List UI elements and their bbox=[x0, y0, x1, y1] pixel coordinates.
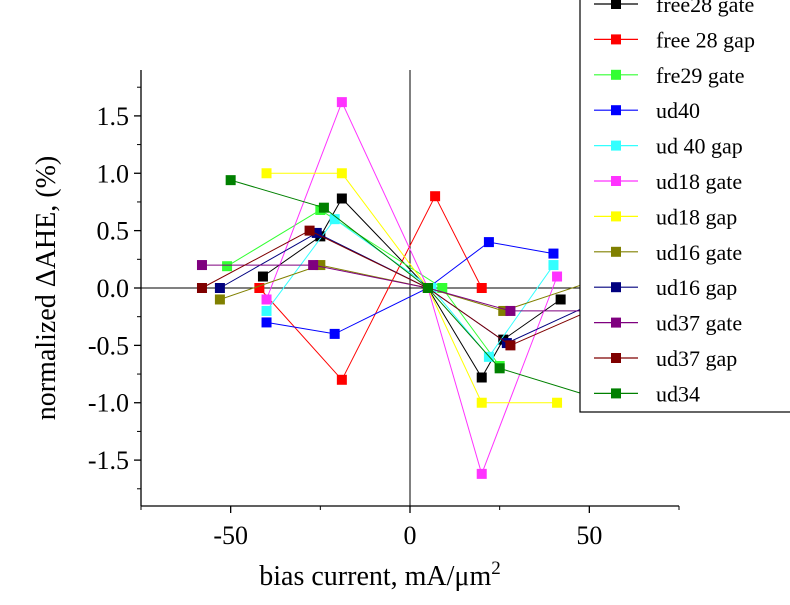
tick-labels: -1.5 -1.0 -0.5 0.0 0.5 1.0 1.5 -50 0 50 bbox=[88, 86, 680, 550]
data-point bbox=[505, 340, 516, 351]
x-axis-title: bias current, mA/μm2 bbox=[259, 558, 500, 592]
legend-swatch-marker bbox=[611, 246, 621, 257]
y-tick-label: -1.5 bbox=[88, 446, 129, 475]
legend-swatch-marker bbox=[611, 282, 621, 293]
data-point bbox=[437, 283, 448, 293]
legend-item: ud37 gap bbox=[594, 346, 737, 371]
legend-item: free 28 gap bbox=[594, 27, 755, 52]
data-point bbox=[304, 225, 315, 236]
legend-label: fre29 gate bbox=[656, 63, 745, 88]
legend-item: fre29 gate bbox=[594, 63, 745, 88]
data-point bbox=[225, 175, 236, 186]
legend-swatch-marker bbox=[611, 69, 621, 80]
legend-swatch-marker bbox=[611, 388, 621, 399]
data-point bbox=[422, 283, 433, 293]
legend-swatch-marker bbox=[611, 211, 621, 222]
y-tick-label: 0.0 bbox=[97, 274, 130, 303]
data-point bbox=[214, 294, 225, 305]
data-point bbox=[336, 374, 347, 385]
x-tick-label: 50 bbox=[576, 521, 602, 550]
legend-swatch-marker bbox=[611, 353, 621, 363]
legend: free28 gate free 28 gap fre29 gate ud40 ud 4… bbox=[579, 0, 790, 413]
y-tick-label: 1.0 bbox=[97, 159, 130, 188]
data-point bbox=[196, 283, 207, 293]
y-tick-label: 0.5 bbox=[97, 217, 130, 246]
legend-item: ud18 gap bbox=[594, 204, 737, 229]
data-point bbox=[483, 237, 494, 248]
data-point bbox=[261, 317, 272, 328]
data-point bbox=[329, 214, 340, 225]
data-point bbox=[552, 271, 563, 282]
x-tick-label: -50 bbox=[213, 521, 248, 550]
data-point bbox=[329, 328, 340, 339]
data-point bbox=[548, 260, 559, 271]
data-point bbox=[315, 260, 326, 271]
data-point bbox=[505, 305, 516, 316]
legend-label: ud18 gate bbox=[656, 169, 742, 194]
legend-item: ud37 gate bbox=[594, 311, 742, 336]
data-point bbox=[476, 468, 487, 479]
legend-item: ud18 gate bbox=[594, 169, 742, 194]
legend-item: ud40 bbox=[594, 98, 700, 123]
data-point bbox=[555, 294, 566, 305]
legend-item: ud16 gate bbox=[594, 240, 742, 265]
legend-swatch-marker bbox=[611, 317, 621, 328]
legend-label: free 28 gap bbox=[656, 27, 755, 52]
data-point bbox=[308, 260, 319, 271]
legend-swatch-marker bbox=[611, 34, 621, 45]
legend-swatch-marker bbox=[611, 176, 621, 186]
y-tick-label: -0.5 bbox=[88, 331, 129, 360]
data-point bbox=[261, 294, 272, 305]
data-point bbox=[430, 191, 441, 202]
y-axis-title: normalized ΔAHE, (%) bbox=[31, 156, 62, 420]
x-tick-label: 0 bbox=[404, 521, 417, 550]
data-point bbox=[552, 397, 563, 408]
legend-item: free28 gate bbox=[594, 0, 754, 17]
data-point bbox=[257, 271, 268, 282]
legend-label: ud34 bbox=[656, 381, 700, 406]
legend-item: ud16 gap bbox=[594, 275, 737, 300]
data-point bbox=[476, 372, 487, 383]
data-point bbox=[548, 248, 559, 259]
series-line bbox=[226, 209, 501, 367]
legend-swatch-marker bbox=[611, 140, 621, 151]
data-point bbox=[336, 97, 347, 108]
series-layer bbox=[196, 97, 595, 479]
legend-label: ud18 gap bbox=[656, 204, 737, 229]
legend-box bbox=[579, 0, 790, 413]
y-tick-label: -1.0 bbox=[88, 389, 129, 418]
data-point bbox=[214, 283, 225, 293]
legend-label: ud37 gap bbox=[656, 346, 737, 371]
data-point bbox=[476, 397, 487, 408]
data-point bbox=[196, 260, 207, 271]
data-point bbox=[311, 227, 322, 238]
legend-label: ud37 gate bbox=[656, 311, 742, 336]
data-point bbox=[476, 283, 487, 293]
data-point bbox=[336, 168, 347, 179]
legend-swatch-marker bbox=[611, 105, 621, 116]
legend-label: ud40 bbox=[656, 98, 700, 123]
data-point bbox=[261, 168, 272, 179]
series-line bbox=[259, 195, 483, 381]
legend-label: ud16 gap bbox=[656, 275, 737, 300]
y-tick-label: 1.5 bbox=[97, 102, 130, 131]
legend-label: ud 40 gap bbox=[656, 134, 743, 159]
legend-item: ud34 bbox=[594, 381, 700, 406]
legend-swatch-marker bbox=[611, 0, 621, 9]
data-point bbox=[222, 261, 233, 272]
data-point bbox=[494, 363, 505, 374]
series-2 bbox=[254, 191, 487, 385]
data-point bbox=[254, 283, 265, 293]
legend-item: ud 40 gap bbox=[594, 134, 743, 159]
data-point bbox=[336, 193, 347, 204]
data-point bbox=[261, 305, 272, 316]
legend-label: free28 gate bbox=[656, 0, 754, 17]
legend-label: ud16 gate bbox=[656, 240, 742, 265]
data-point bbox=[498, 305, 509, 316]
data-point bbox=[318, 202, 329, 213]
